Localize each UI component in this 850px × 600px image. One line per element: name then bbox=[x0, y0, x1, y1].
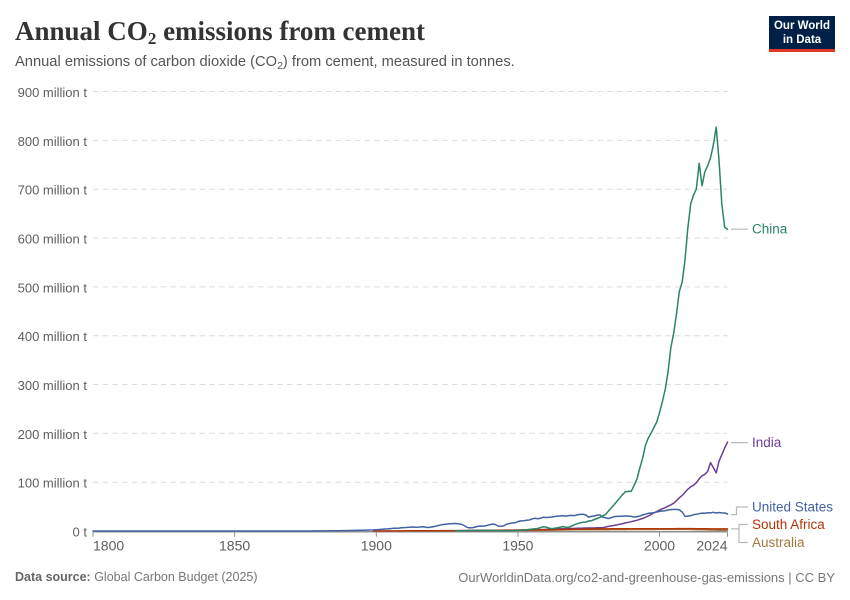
svg-text:300 million t: 300 million t bbox=[18, 378, 88, 393]
svg-text:United States: United States bbox=[752, 499, 833, 514]
svg-text:1900: 1900 bbox=[361, 538, 392, 554]
svg-text:South Africa: South Africa bbox=[752, 517, 825, 532]
svg-text:0 t: 0 t bbox=[73, 525, 88, 540]
svg-text:1800: 1800 bbox=[93, 538, 124, 554]
svg-text:500 million t: 500 million t bbox=[18, 280, 88, 295]
svg-text:2000: 2000 bbox=[644, 538, 675, 554]
svg-text:1950: 1950 bbox=[502, 538, 533, 554]
svg-text:200 million t: 200 million t bbox=[18, 427, 88, 442]
svg-text:600 million t: 600 million t bbox=[18, 232, 88, 247]
svg-text:800 million t: 800 million t bbox=[18, 134, 88, 149]
svg-text:100 million t: 100 million t bbox=[18, 476, 88, 491]
svg-text:700 million t: 700 million t bbox=[18, 183, 88, 198]
svg-text:Australia: Australia bbox=[752, 535, 805, 550]
svg-text:400 million t: 400 million t bbox=[18, 329, 88, 344]
svg-text:1850: 1850 bbox=[219, 538, 250, 554]
svg-text:China: China bbox=[752, 222, 788, 237]
svg-text:2024: 2024 bbox=[696, 538, 727, 554]
svg-text:900 million t: 900 million t bbox=[18, 85, 88, 100]
svg-text:India: India bbox=[752, 435, 782, 450]
